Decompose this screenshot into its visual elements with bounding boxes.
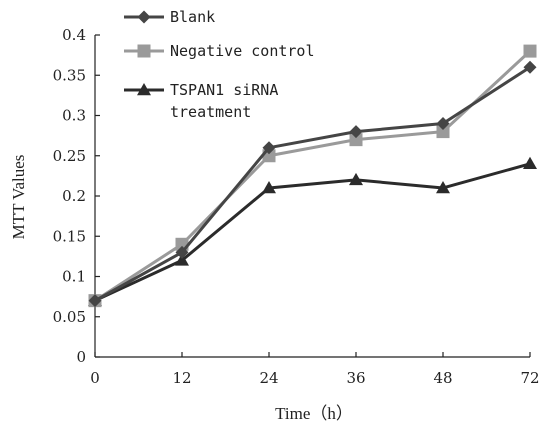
data-point (436, 180, 450, 194)
data-point (436, 117, 450, 131)
legend: Blank Negative control TSPAN1 siRNA treatme… (124, 8, 315, 121)
x-tick-label: 12 (172, 369, 191, 387)
data-point (175, 245, 189, 259)
data-point (436, 125, 450, 139)
x-tick-label: 24 (259, 369, 278, 387)
data-point (523, 60, 537, 74)
data-point (523, 44, 537, 58)
legend-item: TSPAN1 siRNA treatment (124, 81, 278, 121)
data-point (175, 253, 189, 266)
y-axis: 0 0.05 0.1 0.15 0.2 0.25 0.3 0.35 0.4 (53, 26, 100, 366)
x-tick-label: 36 (346, 369, 365, 387)
data-point (349, 172, 363, 186)
legend-item: Negative control (124, 42, 315, 60)
series-0 (88, 60, 537, 308)
legend-marker (137, 44, 151, 58)
y-tick-label: 0.1 (62, 268, 86, 286)
series-2 (88, 156, 537, 306)
y-tick-label: 0.35 (53, 66, 86, 84)
data-point (349, 125, 363, 139)
y-tick-label: 0.2 (62, 187, 86, 205)
x-tick-label: 0 (90, 369, 100, 387)
y-axis-title: MTT Values (9, 155, 28, 240)
series-line (94, 49, 532, 302)
legend-marker (137, 10, 151, 24)
data-point (523, 156, 537, 170)
series-layer (88, 44, 537, 308)
x-tick-label: 48 (433, 369, 452, 387)
x-axis-title: Time（h） (275, 404, 353, 423)
y-tick-label: 0.25 (53, 147, 86, 165)
legend-label: Blank (170, 8, 215, 26)
y-tick-label: 0.4 (62, 26, 86, 44)
series-line (94, 162, 531, 303)
data-point (262, 180, 276, 194)
legend-label: TSPAN1 siRNA (170, 81, 278, 99)
x-tick-label: 72 (520, 369, 539, 387)
legend-label: treatment (170, 103, 251, 121)
legend-marker (137, 83, 151, 96)
data-point (349, 133, 363, 147)
y-tick-label: 0.3 (62, 107, 86, 125)
legend-item: Blank (124, 8, 215, 26)
x-axis: 0 12 24 36 48 72 (90, 352, 540, 387)
data-point (88, 294, 102, 308)
legend-label: Negative control (170, 42, 315, 60)
y-tick-label: 0.15 (53, 227, 86, 245)
data-point (262, 141, 276, 155)
series-line (94, 65, 531, 302)
y-tick-label: 0.05 (53, 308, 86, 326)
y-tick-label: 0 (76, 348, 86, 366)
